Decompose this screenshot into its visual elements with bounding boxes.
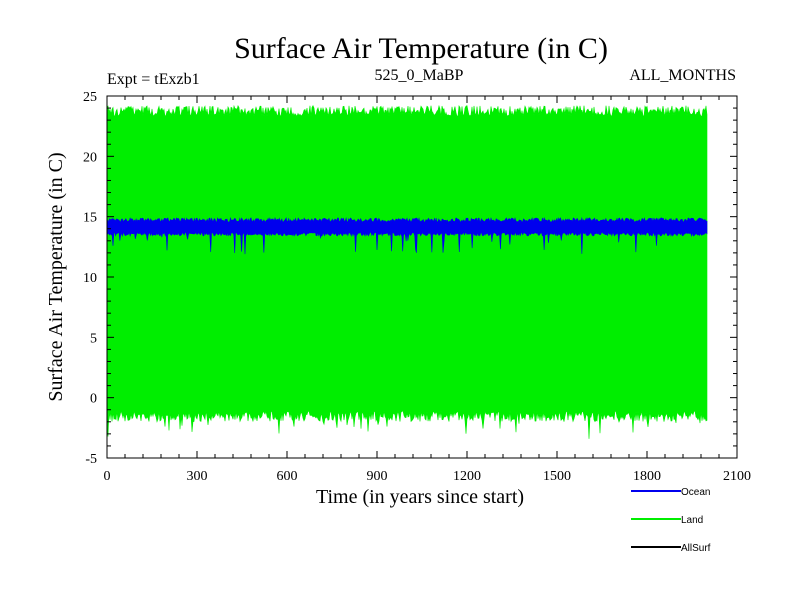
y-tick-label: 25 bbox=[83, 90, 97, 105]
plot-data bbox=[106, 104, 708, 439]
series-land bbox=[106, 104, 708, 439]
y-tick-label: 15 bbox=[83, 211, 97, 226]
y-axis-label: Surface Air Temperature (in C) bbox=[45, 152, 67, 401]
x-axis-label: Time (in years since start) bbox=[316, 486, 524, 508]
legend-label-ocean: Ocean bbox=[681, 487, 710, 498]
x-tick-label: 0 bbox=[104, 469, 111, 484]
x-axis-ticks: 0 300 600 900 1200 1500 1800 2100 bbox=[104, 96, 751, 484]
y-tick-label: -5 bbox=[85, 452, 97, 467]
legend: Ocean Land AllSurf bbox=[631, 487, 711, 554]
subtitle-months: ALL_MONTHS bbox=[629, 67, 736, 84]
x-tick-label: 900 bbox=[367, 469, 388, 484]
y-tick-label: 5 bbox=[90, 331, 97, 346]
legend-label-allsurf: AllSurf bbox=[681, 543, 711, 554]
x-tick-label: 1200 bbox=[453, 469, 481, 484]
x-tick-label: 1800 bbox=[633, 469, 661, 484]
x-tick-label: 2100 bbox=[723, 469, 751, 484]
x-tick-label: 600 bbox=[277, 469, 298, 484]
legend-label-land: Land bbox=[681, 515, 703, 526]
chart-title: Surface Air Temperature (in C) bbox=[234, 32, 608, 65]
y-tick-label: 20 bbox=[83, 150, 97, 165]
x-tick-label: 1500 bbox=[543, 469, 571, 484]
y-tick-label: 0 bbox=[90, 392, 97, 407]
series-ocean bbox=[106, 216, 708, 255]
y-axis-ticks: -5 0 5 10 15 20 25 bbox=[83, 90, 737, 467]
y-tick-label: 10 bbox=[83, 271, 97, 286]
x-tick-label: 300 bbox=[187, 469, 208, 484]
subtitle-experiment: Expt = tExzb1 bbox=[107, 71, 200, 88]
subtitle-period: 525_0_MaBP bbox=[375, 67, 464, 84]
